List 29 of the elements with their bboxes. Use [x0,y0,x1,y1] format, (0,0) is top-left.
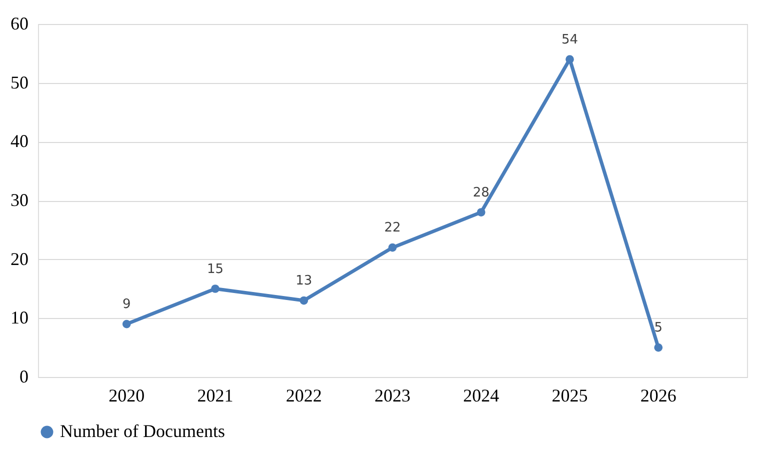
y-tick-label: 10 [10,308,28,328]
data-label: 54 [561,32,578,48]
y-tick-label: 0 [20,366,28,386]
y-tick-label: 50 [10,72,28,92]
x-tick-label: 2020 [108,386,145,406]
point [566,55,574,64]
y-tick-label: 40 [10,131,28,152]
x-tick-label: 2023 [374,386,410,406]
legend-label: Number of Documents [60,421,225,441]
data-label: 9 [122,297,131,312]
point [122,320,131,328]
x-tick-label: 2025 [552,386,588,406]
x-tick-label: 2026 [640,386,676,406]
data-label: 15 [206,262,224,277]
point [300,296,308,305]
y-tick-label: 20 [10,248,28,269]
point [476,208,486,216]
x-tick-label: 2022 [286,386,322,406]
x-tick-label: 2021 [197,386,234,406]
data-label: 28 [472,185,490,200]
data-label: 22 [384,220,401,236]
point [654,343,663,352]
data-label: 13 [296,274,312,289]
y-tick-label: 60 [10,14,28,34]
point [388,243,397,252]
data-label: 5 [654,320,663,336]
point [211,284,220,293]
x-tick-label: 2024 [463,386,500,406]
y-tick-label: 30 [10,190,28,210]
